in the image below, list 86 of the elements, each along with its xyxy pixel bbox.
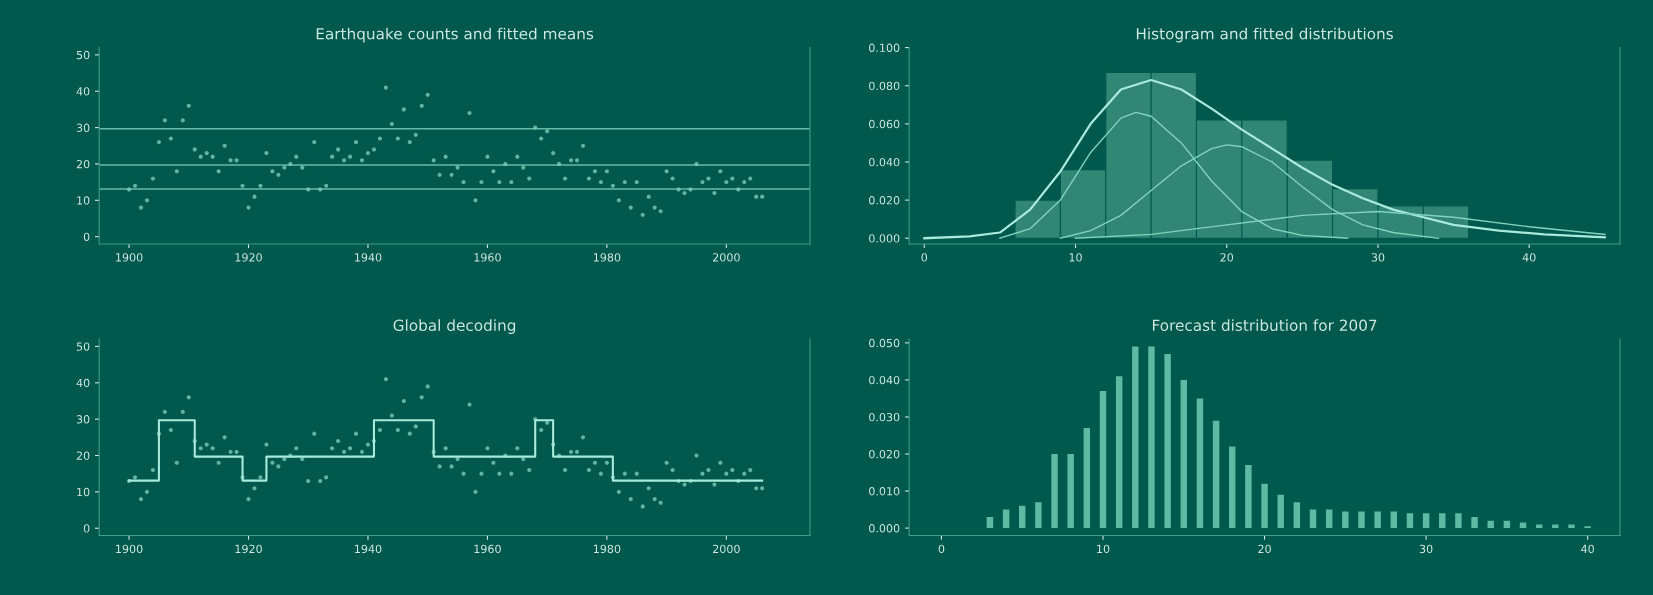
- bar: [1245, 465, 1252, 529]
- bar: [1342, 511, 1349, 529]
- y-tick-label: 10: [77, 487, 90, 497]
- x-tick-label: 10: [1097, 544, 1110, 554]
- y-tick-label: 0.100: [869, 43, 900, 52]
- y-tick-label: 30: [76, 123, 90, 132]
- x-tick-label: 30: [1419, 544, 1433, 554]
- y-tick-label: 40: [76, 87, 90, 96]
- bar: [1277, 494, 1284, 529]
- bar: [1083, 428, 1091, 529]
- bar: [1439, 513, 1446, 529]
- y-tick-label: 20: [76, 159, 90, 169]
- bar: [1261, 483, 1268, 529]
- bar: [1115, 376, 1123, 529]
- x-tick-label: 1920: [235, 544, 262, 554]
- y-tick-label: 0.000: [869, 524, 900, 533]
- y-tick-label: 0.040: [869, 375, 900, 385]
- bar: [1196, 398, 1204, 529]
- bar: [1406, 513, 1414, 529]
- x-tick-label: 1960: [474, 544, 501, 554]
- x-tick-label: 20: [1220, 253, 1234, 262]
- bar: [1325, 509, 1333, 529]
- y-tick-label: 0.080: [869, 81, 900, 91]
- x-tick-label: 30: [1371, 253, 1385, 262]
- y-tick-label: 50: [76, 342, 90, 351]
- x-tick-label: 0: [921, 253, 928, 262]
- bar: [1035, 502, 1042, 529]
- bar: [1309, 509, 1317, 529]
- x-tick-label: 1940: [355, 544, 382, 554]
- y-tick-label: 0.040: [869, 157, 900, 167]
- y-tick-label: 30: [76, 415, 90, 424]
- bar: [1471, 516, 1478, 529]
- y-tick-label: 0.010: [869, 487, 900, 496]
- y-tick-label: 20: [76, 451, 90, 460]
- bar: [1487, 520, 1494, 529]
- x-tick-label: 40: [1581, 544, 1594, 554]
- bar: [1212, 420, 1220, 529]
- line-series: [923, 78, 1606, 240]
- x-tick-label: 1960: [474, 253, 501, 262]
- bar: [1099, 391, 1107, 529]
- x-tick-label: 1900: [116, 544, 143, 554]
- bar: [1293, 502, 1301, 529]
- y-tick-label: 50: [76, 50, 90, 60]
- x-tick-label: 1920: [235, 253, 262, 262]
- bar: [1229, 446, 1236, 529]
- bar: [1422, 513, 1430, 529]
- bar: [1535, 524, 1543, 529]
- x-tick-label: 2000: [713, 544, 740, 554]
- bar: [1455, 513, 1462, 529]
- bar: [1132, 346, 1139, 529]
- bar: [1019, 505, 1026, 529]
- x-tick-label: 1940: [355, 253, 382, 262]
- y-tick-label: 0.050: [869, 338, 900, 348]
- x-tick-label: 2000: [713, 253, 740, 262]
- y-tick-label: 0.060: [869, 119, 900, 129]
- x-tick-label: 40: [1522, 253, 1536, 262]
- y-tick-label: 10: [77, 196, 90, 205]
- bar: [986, 516, 994, 529]
- chart-title: Global decoding: [393, 319, 516, 334]
- bar: [1002, 509, 1010, 529]
- x-tick-label: 1980: [593, 544, 621, 554]
- y-tick-label: 0: [83, 232, 90, 242]
- x-tick-label: 1980: [593, 253, 621, 262]
- x-tick-label: 10: [1069, 253, 1082, 262]
- bar: [1552, 524, 1559, 529]
- y-tick-label: 0: [83, 524, 90, 533]
- y-tick-label: 0.030: [869, 412, 900, 422]
- bar: [1067, 454, 1074, 529]
- bar: [1180, 379, 1187, 529]
- x-tick-label: 20: [1258, 544, 1271, 554]
- chart-title: Earthquake counts and fitted means: [316, 27, 594, 43]
- y-tick-label: 0.020: [869, 449, 900, 459]
- bar: [1148, 346, 1155, 529]
- y-tick-label: 40: [76, 378, 90, 388]
- bar: [1358, 511, 1365, 529]
- y-tick-label: 0.000: [869, 234, 900, 243]
- bar: [1374, 511, 1381, 529]
- y-tick-label: 0.020: [869, 196, 900, 205]
- bar: [1164, 353, 1171, 529]
- chart-title: Histogram and fitted distributions: [1136, 27, 1393, 43]
- x-tick-label: 1900: [116, 253, 143, 262]
- bar: [1390, 511, 1398, 529]
- bar: [1568, 524, 1575, 529]
- chart-title: Forecast distribution for 2007: [1152, 319, 1377, 332]
- x-tick-label: 0: [938, 544, 945, 554]
- bar: [1051, 454, 1058, 529]
